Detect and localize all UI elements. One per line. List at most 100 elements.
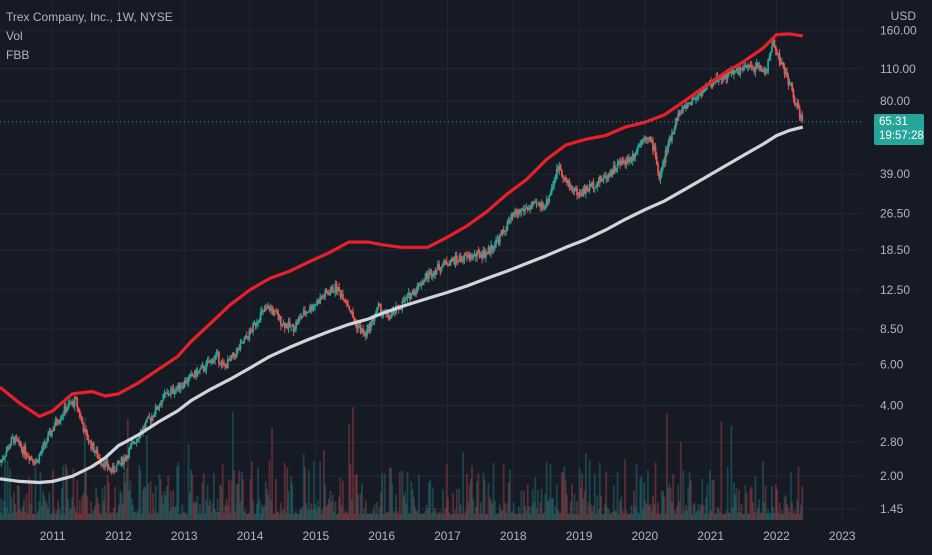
volume-bar (428, 482, 430, 520)
volume-bar (105, 512, 108, 520)
price-candle-body (629, 157, 632, 162)
price-candle-body (782, 62, 785, 67)
volume-bar (137, 510, 139, 520)
price-candle-body (759, 65, 762, 71)
volume-bar (740, 503, 743, 520)
volume-bar (492, 462, 495, 520)
price-candle-body (601, 179, 604, 181)
price-candle-body (4, 455, 6, 458)
volume-bar (641, 509, 644, 520)
price-candle-body (510, 214, 513, 220)
price-candle-body (469, 254, 472, 260)
volume-bar (443, 513, 446, 520)
price-candle-body (540, 202, 543, 208)
price-candle-body (771, 46, 773, 53)
volume-bar (767, 509, 770, 520)
price-candle-body (600, 176, 602, 181)
volume-bar (364, 500, 367, 520)
price-candle-body (593, 187, 596, 189)
price-candle-body (344, 300, 347, 302)
volume-bar (495, 513, 497, 520)
price-candle-body (476, 250, 478, 257)
symbol-title[interactable]: Trex Company, Inc., 1W, NYSE (6, 10, 173, 24)
volume-bar (216, 499, 219, 520)
volume-bar (420, 513, 423, 520)
volume-indicator-label[interactable]: Vol (6, 29, 23, 43)
volume-bar (305, 503, 308, 520)
volume-bar (201, 483, 204, 520)
fbb-indicator-label[interactable]: FBB (6, 48, 30, 62)
price-candle-body (233, 352, 236, 356)
price-candle-body (69, 403, 72, 405)
price-candle-body (538, 202, 540, 205)
price-candle-body (693, 98, 696, 100)
volume-bar (430, 513, 433, 520)
volume-bar (112, 508, 115, 520)
currency-label[interactable]: USD (890, 9, 916, 23)
volume-bar (716, 507, 719, 520)
volume-bar (605, 471, 608, 520)
volume-bar (378, 506, 381, 520)
price-candle-body (214, 355, 217, 360)
price-candle-body (535, 201, 538, 205)
volume-bar (628, 513, 630, 520)
price-candle-body (652, 140, 654, 151)
price-candle-body (59, 418, 62, 421)
volume-bar (415, 510, 418, 520)
price-candle-body (373, 316, 376, 322)
volume-bar (548, 498, 551, 520)
volume-bar (291, 483, 294, 520)
price-candle-body (711, 81, 714, 88)
volume-bar (741, 513, 744, 520)
volume-bar (209, 499, 211, 520)
volume-bar (140, 513, 143, 520)
price-candle-body (643, 138, 645, 141)
price-candle-body (302, 310, 305, 316)
volume-bar (324, 484, 327, 520)
volume-bar (18, 486, 20, 520)
volume-bar (149, 481, 152, 520)
price-candle-body (188, 374, 191, 377)
price-candle-body (15, 436, 18, 440)
volume-bar (47, 508, 49, 520)
volume-bar (130, 498, 133, 520)
price-candle-body (261, 310, 263, 313)
price-candle-body (119, 462, 122, 464)
volume-bar (421, 512, 424, 520)
price-candle-body (792, 89, 795, 98)
price-candle-body (449, 261, 452, 266)
price-candle-body (686, 104, 689, 109)
price-candle-body (549, 193, 552, 196)
volume-bar (757, 507, 759, 520)
price-candle-body (791, 83, 794, 90)
volume-bar (476, 481, 478, 520)
volume-bar (286, 467, 289, 520)
price-candle-body (288, 321, 291, 327)
price-candle-body (453, 259, 456, 265)
price-candle-body (584, 186, 587, 194)
volume-bar (798, 513, 801, 520)
volume-bar (154, 485, 157, 520)
price-candle-body (772, 39, 775, 47)
price-candle-body (520, 209, 523, 213)
volume-bar (566, 494, 568, 520)
price-candle-body (331, 286, 334, 293)
price-candle-body (415, 290, 418, 292)
price-candle-body (464, 254, 467, 256)
price-candle-body (758, 65, 761, 68)
volume-bar (425, 504, 428, 520)
price-candle-body (667, 144, 670, 152)
volume-bar (56, 510, 58, 520)
price-candle-body (421, 280, 424, 285)
price-candle-body (578, 192, 581, 196)
price-candle-body (649, 138, 652, 142)
volume-bar (633, 491, 635, 520)
volume-bar (586, 513, 589, 520)
volume-bar (345, 512, 348, 520)
volume-bar (106, 474, 109, 520)
volume-bar (24, 511, 27, 520)
volume-bar (186, 513, 189, 520)
price-candle-body (280, 316, 282, 326)
